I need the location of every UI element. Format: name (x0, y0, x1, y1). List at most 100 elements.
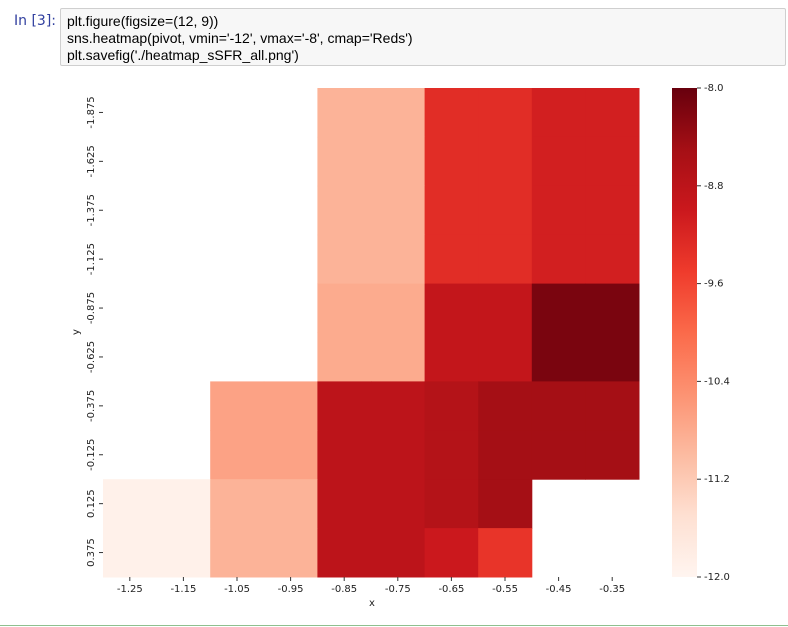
heatmap-cell (317, 479, 372, 529)
heatmap-cell (263, 430, 318, 480)
heatmap-cell (371, 528, 426, 578)
colorbar-tick-label: -8.0 (704, 83, 724, 94)
y-tick-label: -1.875 (86, 96, 97, 128)
heatmap-cell (424, 185, 479, 236)
y-tick-label: 0.375 (86, 538, 97, 567)
y-tick-label: -1.125 (86, 243, 97, 275)
heatmap-cell (424, 136, 479, 187)
heatmap-cell (317, 430, 372, 480)
heatmap-cell (317, 185, 372, 236)
heatmap-cell (478, 136, 533, 187)
heatmap-cell (585, 234, 640, 285)
heatmap-cell (531, 332, 586, 382)
heatmap-cell (585, 88, 640, 138)
heatmap-cell (317, 528, 372, 578)
colorbar-tick-label: -11.2 (704, 474, 730, 485)
colorbar-tick-label: -8.8 (704, 181, 724, 192)
heatmap-cell (424, 430, 479, 480)
heatmap-cell (210, 430, 265, 480)
heatmap-cell (531, 234, 586, 285)
x-tick-label: -1.15 (170, 584, 196, 595)
heatmap-cell (424, 234, 479, 285)
heatmap-cell (478, 479, 533, 529)
y-axis-label: y (71, 329, 82, 335)
x-axis-label: x (369, 598, 375, 609)
cell-border (0, 625, 788, 626)
heatmap-cell (424, 88, 479, 138)
x-tick-label: -1.25 (117, 584, 143, 595)
heatmap-cell (371, 283, 426, 333)
colorbar-tick-label: -12.0 (704, 572, 730, 583)
heatmap-cell (371, 136, 426, 187)
code-line: plt.figure(figsize=(12, 9)) (67, 13, 219, 29)
x-tick-label: -0.85 (331, 584, 357, 595)
heatmap-cell (531, 136, 586, 187)
y-tick-label: -1.375 (86, 194, 97, 226)
x-tick-label: -0.35 (599, 584, 625, 595)
x-tick-label: -0.45 (546, 584, 572, 595)
heatmap-cell (317, 381, 372, 431)
heatmap-cell (531, 430, 586, 480)
heatmap-cell (585, 381, 640, 431)
colorbar (672, 88, 697, 577)
heatmap-cell (478, 332, 533, 382)
x-tick-label: -0.55 (492, 584, 518, 595)
heatmap-cell (478, 234, 533, 285)
heatmap-cell (585, 185, 640, 236)
x-tick-label: -1.05 (224, 584, 250, 595)
heatmap-cell (531, 185, 586, 236)
heatmap-cell (478, 381, 533, 431)
heatmap-cell (210, 381, 265, 431)
heatmap-cell (317, 332, 372, 382)
y-tick-label: -0.875 (86, 292, 97, 324)
x-tick-label: -0.95 (278, 584, 304, 595)
heatmap-cell (478, 528, 533, 578)
heatmap-cell (531, 381, 586, 431)
heatmap-cell (424, 283, 479, 333)
heatmap-cell (531, 88, 586, 138)
heatmap-cell (585, 430, 640, 480)
y-tick-label: -0.625 (86, 341, 97, 373)
heatmap-cell (371, 479, 426, 529)
y-tick-label: -0.375 (86, 390, 97, 422)
heatmap-cell (371, 88, 426, 138)
heatmap-cell (263, 479, 318, 529)
heatmap-cell (478, 430, 533, 480)
heatmap-cell (263, 381, 318, 431)
heatmap-cell (103, 528, 158, 578)
y-tick-label: 0.125 (86, 489, 97, 518)
heatmap-cell (210, 528, 265, 578)
colorbar-tick-label: -9.6 (704, 279, 724, 290)
x-tick-label: -0.75 (385, 584, 411, 595)
heatmap-cell (424, 479, 479, 529)
heatmap-cell (317, 88, 372, 138)
heatmap-cell (371, 332, 426, 382)
heatmap-cell (371, 381, 426, 431)
heatmap-cell (317, 283, 372, 333)
heatmap-cell (371, 234, 426, 285)
heatmap-cell (478, 283, 533, 333)
heatmap-cell (531, 283, 586, 333)
cell-prompt: In [3]: (14, 13, 56, 29)
heatmap-cell (585, 136, 640, 187)
y-tick-label: -0.125 (86, 439, 97, 471)
x-tick-label: -0.65 (438, 584, 464, 595)
heatmap-cell (585, 283, 640, 333)
heatmap-cell (156, 479, 211, 529)
code-line: sns.heatmap(pivot, vmin='-12', vmax='-8'… (67, 30, 413, 46)
heatmap-cell (210, 479, 265, 529)
heatmap-cell (317, 136, 372, 187)
heatmap-cell (317, 234, 372, 285)
heatmap-cell (424, 332, 479, 382)
heatmap-cell (478, 185, 533, 236)
heatmap-cell (424, 528, 479, 578)
heatmap-cell (371, 430, 426, 480)
heatmap-cell (156, 528, 211, 578)
heatmap-cell (371, 185, 426, 236)
code-cell[interactable]: plt.figure(figsize=(12, 9)) sns.heatmap(… (60, 8, 786, 66)
heatmap-cell (478, 88, 533, 138)
heatmap-cell (263, 528, 318, 578)
heatmap-cell (424, 381, 479, 431)
